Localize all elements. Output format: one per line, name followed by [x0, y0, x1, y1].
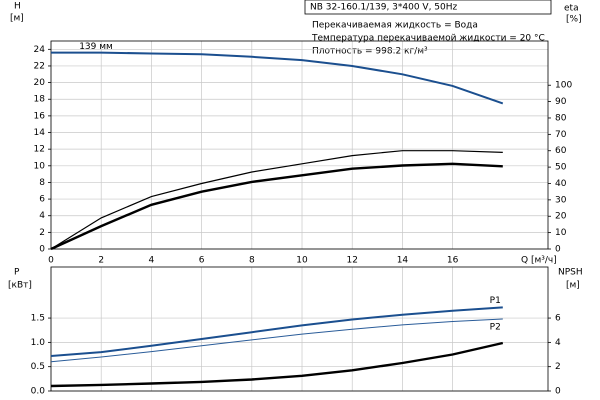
- series-line: [50, 318, 503, 363]
- y-tick-label: 8: [39, 178, 45, 188]
- y-tick-label: 0: [39, 245, 45, 255]
- y-axis-label: [м]: [10, 14, 24, 24]
- y2-tick-label: 6: [555, 314, 561, 324]
- series-label: 139 мм: [79, 42, 113, 52]
- y2-tick-label: 40: [555, 179, 567, 189]
- y-tick-label: 1.5: [31, 314, 45, 324]
- y-tick-label: 0.5: [31, 362, 45, 372]
- y-tick-label: 2: [39, 228, 45, 238]
- y-tick-label: 16: [34, 111, 46, 121]
- y2-tick-label: 0: [555, 387, 561, 397]
- x-tick-label: 16: [447, 256, 459, 266]
- y-axis-label: P: [14, 268, 20, 278]
- y2-tick-label: 4: [555, 338, 561, 348]
- y-tick-label: 10: [34, 161, 46, 171]
- plot-frame: [50, 266, 549, 392]
- annotation: Перекачиваемая жидкость = Вода: [312, 21, 478, 31]
- x-tick-label: 0: [48, 256, 54, 266]
- y2-tick-label: 90: [555, 97, 567, 107]
- y-tick-label: 14: [34, 128, 46, 138]
- x-tick-label: 2: [98, 256, 104, 266]
- title-box: [304, 0, 552, 15]
- y-tick-label: 0.0: [31, 387, 46, 397]
- series-label: P2: [490, 323, 501, 333]
- x-tick-label: 8: [249, 256, 255, 266]
- y-axis-label: H: [14, 2, 21, 12]
- y-tick-label: 4: [39, 211, 45, 221]
- y2-tick-label: 30: [555, 195, 567, 205]
- y-tick-label: 24: [34, 45, 46, 55]
- y-tick-label: 12: [34, 145, 45, 155]
- y2-tick-label: 100: [555, 81, 572, 91]
- y2-tick-label: 50: [555, 163, 567, 173]
- y2-tick-label: 0: [555, 245, 561, 255]
- series-line: [50, 150, 503, 250]
- y2-axis-label: NPSH: [558, 268, 583, 278]
- y-tick-label: 1.0: [31, 338, 46, 348]
- series-line: [51, 51, 504, 105]
- x-tick-label: 14: [397, 256, 409, 266]
- chart-title: NB 32-160.1/139, 3*400 V, 50Hz: [310, 3, 458, 13]
- y-axis-label: [кВт]: [8, 281, 32, 291]
- y2-axis-label: eta: [564, 4, 579, 14]
- y2-tick-label: 10: [555, 228, 567, 238]
- x-tick-label: 12: [346, 256, 357, 266]
- plot-frame: [50, 40, 549, 250]
- y2-tick-label: 60: [555, 146, 567, 156]
- x-axis-label: Q [м³/ч]: [521, 256, 557, 266]
- x-tick-label: 6: [199, 256, 205, 266]
- y2-tick-label: 80: [555, 113, 567, 123]
- y-tick-label: 6: [39, 195, 45, 205]
- y-tick-label: 22: [34, 61, 45, 71]
- y-tick-label: 18: [34, 95, 46, 105]
- y2-tick-label: 2: [555, 362, 561, 372]
- x-tick-label: 4: [149, 256, 155, 266]
- annotation: Температура перекачиваемой жидкости = 20…: [311, 34, 545, 44]
- annotation: Плотность = 998.2 кг/м³: [312, 47, 428, 57]
- y2-tick-label: 70: [555, 130, 567, 140]
- series-label: P1: [490, 296, 501, 306]
- y2-tick-label: 20: [555, 212, 567, 222]
- y2-axis-label: [м]: [566, 281, 580, 291]
- x-tick-label: 10: [296, 256, 308, 266]
- series-line: [50, 306, 503, 357]
- series-line: [50, 162, 503, 251]
- y2-axis-label: [%]: [566, 15, 582, 25]
- y-tick-label: 20: [34, 78, 46, 88]
- series-line: [50, 341, 504, 388]
